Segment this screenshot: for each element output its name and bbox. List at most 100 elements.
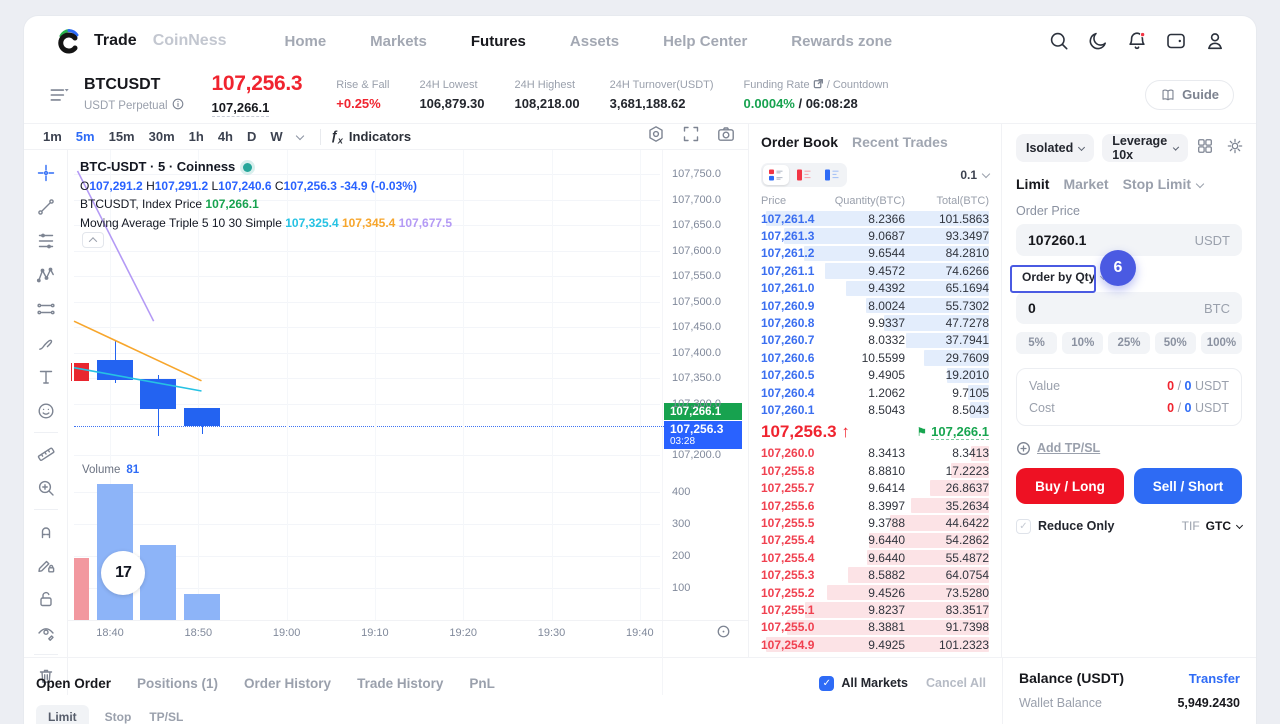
order-type-tab-market[interactable]: Market	[1063, 176, 1108, 192]
ask-row[interactable]: 107,261.29.654484.2810	[761, 245, 989, 262]
bid-row[interactable]: 107,255.08.388191.7398	[761, 619, 989, 636]
bid-row[interactable]: 107,255.29.452673.5280	[761, 584, 989, 601]
nav-item-rewards-zone[interactable]: Rewards zone	[791, 33, 892, 50]
ask-row[interactable]: 107,260.59.490519.2010	[761, 367, 989, 384]
timeframe-more-chevron-icon[interactable]	[290, 126, 310, 147]
ask-row[interactable]: 107,260.41.20629.7105	[761, 384, 989, 401]
precision-select[interactable]: 0.1	[960, 168, 989, 182]
ask-row[interactable]: 107,260.18.50438.5043	[761, 401, 989, 418]
guide-button[interactable]: Guide	[1145, 80, 1234, 110]
fullscreen-icon[interactable]	[681, 124, 701, 149]
view-bids-only-icon[interactable]	[819, 165, 845, 185]
bid-row[interactable]: 107,255.59.378844.6422	[761, 514, 989, 531]
candle-body[interactable]	[97, 360, 133, 380]
bid-row[interactable]: 107,255.49.644054.2862	[761, 532, 989, 549]
ask-row[interactable]: 107,260.78.033237.7941	[761, 332, 989, 349]
quantity-input[interactable]: 0 BTC	[1016, 292, 1242, 324]
timeframe-30m[interactable]: 30m	[142, 126, 182, 147]
theme-moon-icon[interactable]	[1087, 30, 1109, 52]
add-tpsl-link[interactable]: Add TP/SL	[1016, 440, 1242, 456]
order-price-input[interactable]: 107260.1 USDT	[1016, 224, 1242, 256]
view-both-sides-icon[interactable]	[763, 165, 789, 185]
ask-row[interactable]: 107,260.89.933747.7278	[761, 314, 989, 331]
tradingview-logo[interactable]: 17	[101, 551, 145, 595]
leverage-select[interactable]: Leverage 10x	[1102, 134, 1188, 162]
screenshot-camera-icon[interactable]	[716, 124, 736, 149]
order-type-tab-stop-limit[interactable]: Stop Limit	[1123, 176, 1203, 192]
indicators-button[interactable]: ƒx Indicators	[331, 128, 411, 146]
trend-line-icon[interactable]	[32, 194, 60, 220]
all-markets-toggle[interactable]: ✓ All Markets	[819, 676, 908, 691]
order-filter-limit[interactable]: Limit	[36, 705, 89, 724]
legend-collapse-button[interactable]	[82, 232, 104, 248]
nav-item-assets[interactable]: Assets	[570, 33, 619, 50]
brush-icon[interactable]	[32, 330, 60, 356]
order-filter-tp-sl[interactable]: TP/SL	[147, 705, 185, 724]
order-type-tab-limit[interactable]: Limit	[1016, 176, 1049, 192]
tab-order-book[interactable]: Order Book	[761, 134, 838, 150]
bid-row[interactable]: 107,254.99.4925101.2323	[761, 636, 989, 653]
tab-recent-trades[interactable]: Recent Trades	[852, 134, 948, 150]
symbol-list-icon[interactable]	[48, 84, 70, 106]
drawing-lock-icon[interactable]	[32, 552, 60, 578]
ask-row[interactable]: 107,261.39.068793.3497	[761, 227, 989, 244]
timeframe-W[interactable]: W	[263, 126, 289, 147]
tif-select[interactable]: GTC	[1206, 519, 1242, 533]
info-icon[interactable]	[172, 98, 184, 113]
bid-row[interactable]: 107,255.49.644055.4872	[761, 549, 989, 566]
nav-item-home[interactable]: Home	[284, 33, 326, 50]
view-asks-only-icon[interactable]	[791, 165, 817, 185]
time-axis-settings-icon[interactable]	[716, 624, 731, 644]
order-filter-stop[interactable]: Stop	[103, 705, 134, 724]
wallet-icon[interactable]	[1165, 30, 1187, 52]
hide-all-drawings-icon[interactable]	[32, 620, 60, 646]
percent-button-25[interactable]: 25%	[1108, 332, 1149, 354]
candle-body[interactable]	[184, 408, 220, 426]
symbol-block[interactable]: BTCUSDT USDT Perpetual	[84, 76, 184, 113]
ask-row[interactable]: 107,261.19.457274.6266	[761, 262, 989, 279]
timeframe-4h[interactable]: 4h	[211, 126, 240, 147]
transfer-link[interactable]: Transfer	[1189, 671, 1240, 686]
timeframe-1h[interactable]: 1h	[182, 126, 211, 147]
bid-row[interactable]: 107,260.08.34138.3413	[761, 445, 989, 462]
ruler-icon[interactable]	[32, 441, 60, 467]
coinness-logo[interactable]	[54, 26, 84, 56]
xabcd-pattern-icon[interactable]	[32, 262, 60, 288]
percent-button-10[interactable]: 10%	[1062, 332, 1103, 354]
long-short-position-icon[interactable]	[32, 296, 60, 322]
ask-row[interactable]: 107,260.610.559929.7609	[761, 349, 989, 366]
profile-icon[interactable]	[1204, 30, 1226, 52]
ask-row[interactable]: 107,260.98.002455.7302	[761, 297, 989, 314]
timeframe-15m[interactable]: 15m	[102, 126, 142, 147]
timeframe-D[interactable]: D	[240, 126, 263, 147]
chart-alert-icon[interactable]	[646, 124, 666, 149]
ask-row[interactable]: 107,261.09.439265.1694	[761, 280, 989, 297]
search-icon[interactable]	[1048, 30, 1070, 52]
bid-row[interactable]: 107,255.68.399735.2634	[761, 497, 989, 514]
settings-gear-icon[interactable]	[1226, 137, 1244, 160]
nav-item-markets[interactable]: Markets	[370, 33, 427, 50]
percent-button-5[interactable]: 5%	[1016, 332, 1057, 354]
index-price[interactable]: 107,266.1	[212, 100, 270, 117]
candle-body[interactable]	[140, 379, 176, 409]
magnet-icon[interactable]	[32, 518, 60, 544]
text-icon[interactable]	[32, 364, 60, 390]
bid-row[interactable]: 107,255.79.641426.8637	[761, 479, 989, 496]
last-trade-row[interactable]: 107,256.3 ↑ ⚑ 107,266.1	[761, 419, 989, 445]
timeframe-5m[interactable]: 5m	[69, 126, 102, 147]
buy-long-button[interactable]: Buy / Long	[1016, 468, 1124, 504]
fib-retracement-icon[interactable]	[32, 228, 60, 254]
notifications-bell-icon[interactable]	[1126, 30, 1148, 52]
cancel-all-button[interactable]: Cancel All	[926, 676, 986, 690]
sell-short-button[interactable]: Sell / Short	[1134, 468, 1242, 504]
percent-button-50[interactable]: 50%	[1155, 332, 1196, 354]
timeframe-1m[interactable]: 1m	[36, 126, 69, 147]
bid-row[interactable]: 107,255.88.881017.2223	[761, 462, 989, 479]
emoji-icon[interactable]	[32, 398, 60, 424]
percent-button-100[interactable]: 100%	[1201, 332, 1242, 354]
crosshair-icon[interactable]	[32, 160, 60, 186]
bid-row[interactable]: 107,255.38.588264.0754	[761, 566, 989, 583]
lock-all-drawings-icon[interactable]	[32, 586, 60, 612]
candle-body[interactable]	[74, 363, 89, 381]
layout-grid-icon[interactable]	[1196, 137, 1214, 160]
